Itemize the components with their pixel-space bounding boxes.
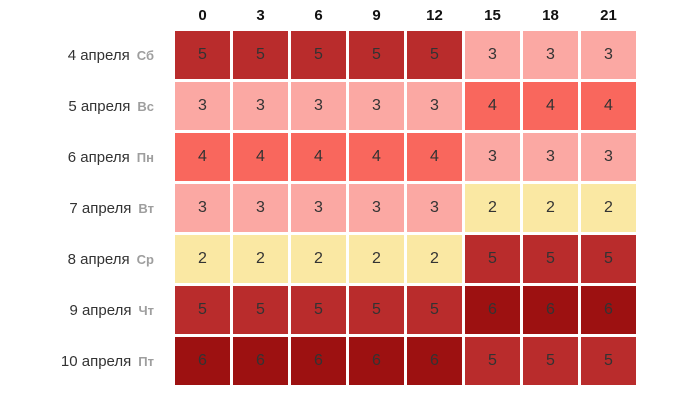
heatmap-cell: 5 <box>465 235 520 283</box>
row-weekday-label: Пн <box>136 149 154 165</box>
heatmap-cell: 3 <box>465 31 520 79</box>
row-label: 5 апреля Вс <box>0 82 172 130</box>
heatmap-cell: 6 <box>523 286 578 334</box>
heatmap-cell: 6 <box>407 337 462 385</box>
heatmap-cell: 6 <box>465 286 520 334</box>
heatmap-cell: 3 <box>523 31 578 79</box>
heatmap-cell: 4 <box>291 133 346 181</box>
heatmap-cell: 3 <box>581 133 636 181</box>
heatmap-cell: 5 <box>349 286 404 334</box>
row-weekday-label: Сб <box>136 47 154 63</box>
hour-header: 21 <box>600 7 617 24</box>
heatmap-cell: 3 <box>233 184 288 232</box>
row-label: 4 апреля Сб <box>0 31 172 79</box>
row-date-label: 9 апреля <box>69 301 132 319</box>
hour-header: 12 <box>426 7 443 24</box>
row-label: 9 апреля Чт <box>0 286 172 334</box>
heatmap-cell: 6 <box>233 337 288 385</box>
heatmap-cell: 3 <box>465 133 520 181</box>
hour-header: 3 <box>256 7 265 24</box>
row-date-label: 7 апреля <box>69 199 132 217</box>
hour-header: 0 <box>198 7 207 24</box>
row-date-label: 8 апреля <box>67 250 130 268</box>
heatmap-cell: 5 <box>523 337 578 385</box>
heatmap-cell: 2 <box>233 235 288 283</box>
heatmap-cell: 4 <box>175 133 230 181</box>
heatmap-cell: 2 <box>291 235 346 283</box>
heatmap-cell: 5 <box>349 31 404 79</box>
heatmap-cell: 5 <box>523 235 578 283</box>
heatmap-cell: 3 <box>523 133 578 181</box>
row-weekday-label: Пт <box>138 353 154 369</box>
row-date-label: 10 апреля <box>60 352 132 370</box>
heatmap-cell: 5 <box>175 286 230 334</box>
heatmap-cell: 5 <box>233 31 288 79</box>
heatmap-cell: 2 <box>523 184 578 232</box>
heatmap-cell: 6 <box>175 337 230 385</box>
heatmap-cell: 2 <box>465 184 520 232</box>
row-weekday-label: Чт <box>138 302 154 318</box>
hour-header: 18 <box>542 7 559 24</box>
heatmap-cell: 3 <box>175 82 230 130</box>
heatmap-cell: 4 <box>407 133 462 181</box>
heatmap-cell: 3 <box>291 184 346 232</box>
heatmap-cell: 3 <box>407 82 462 130</box>
row-weekday-label: Вт <box>138 200 154 216</box>
heatmap-cell: 3 <box>349 82 404 130</box>
row-weekday-label: Вс <box>137 98 154 114</box>
hour-header: 9 <box>372 7 381 24</box>
heatmap-cell: 2 <box>349 235 404 283</box>
hour-header: 15 <box>484 7 501 24</box>
row-label: 7 апреля Вт <box>0 184 172 232</box>
heatmap-cell: 3 <box>291 82 346 130</box>
heatmap-cell: 5 <box>581 235 636 283</box>
row-date-label: 5 апреля <box>68 97 131 115</box>
heatmap-cell: 4 <box>523 82 578 130</box>
heatmap-cell: 5 <box>465 337 520 385</box>
heatmap-cell: 4 <box>349 133 404 181</box>
heatmap-cell: 5 <box>291 31 346 79</box>
heatmap-cell: 3 <box>581 31 636 79</box>
row-date-label: 4 апреля <box>67 46 130 64</box>
heatmap-cell: 5 <box>291 286 346 334</box>
heatmap-cell: 6 <box>349 337 404 385</box>
row-label: 6 апреля Пн <box>0 133 172 181</box>
heatmap-cell: 5 <box>233 286 288 334</box>
heatmap-cell: 6 <box>581 286 636 334</box>
heatmap-cell: 6 <box>291 337 346 385</box>
heatmap-cell: 2 <box>175 235 230 283</box>
row-weekday-label: Ср <box>136 251 154 267</box>
heatmap-cell: 2 <box>581 184 636 232</box>
heatmap-cell: 2 <box>407 235 462 283</box>
heatmap-cell: 3 <box>349 184 404 232</box>
heatmap-cell: 4 <box>465 82 520 130</box>
row-label: 10 апреля Пт <box>0 337 172 385</box>
hour-header: 6 <box>314 7 323 24</box>
grid-corner-spacer <box>0 3 172 28</box>
row-date-label: 6 апреля <box>67 148 130 166</box>
heatmap-cell: 3 <box>233 82 288 130</box>
heatmap-grid: 0 3 6 9 12 15 18 21 4 апреля Сб 5 5 5 5 5 3 3 3 5 апреля Вс… <box>0 3 636 385</box>
heatmap-cell: 4 <box>581 82 636 130</box>
heatmap-cell: 5 <box>175 31 230 79</box>
heatmap-cell: 5 <box>581 337 636 385</box>
heatmap-cell: 5 <box>407 286 462 334</box>
row-label: 8 апреля Ср <box>0 235 172 283</box>
heatmap-cell: 3 <box>175 184 230 232</box>
heatmap-cell: 4 <box>233 133 288 181</box>
heatmap-cell: 3 <box>407 184 462 232</box>
heatmap-cell: 5 <box>407 31 462 79</box>
